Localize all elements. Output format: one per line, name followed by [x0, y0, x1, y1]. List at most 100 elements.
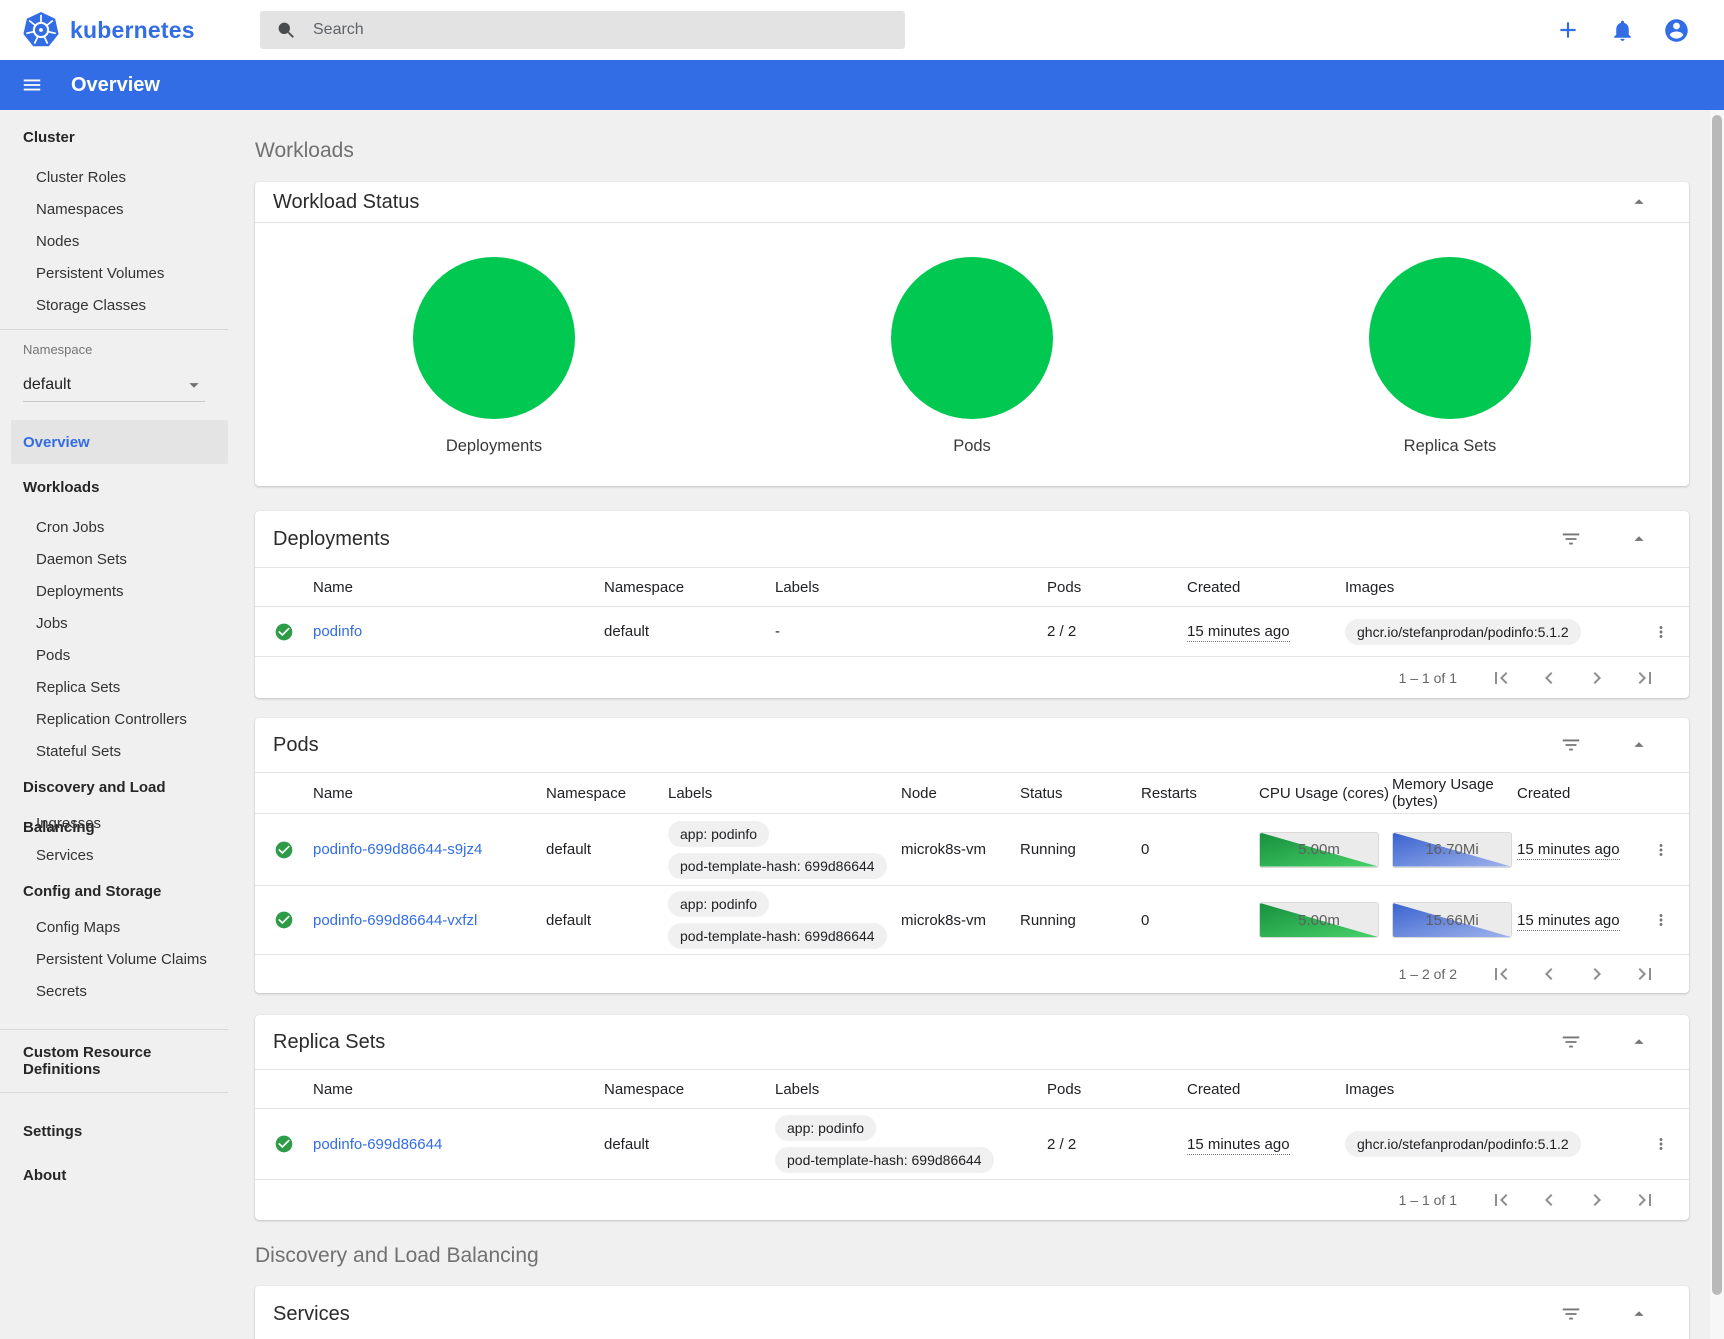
sidebar-item-custom-resource-definitions[interactable]: Custom Resource Definitions	[23, 1044, 152, 1078]
replica-sets-status-pie	[1369, 257, 1531, 419]
first-page-button[interactable]	[1477, 658, 1525, 698]
prev-page-button[interactable]	[1525, 1180, 1573, 1220]
last-page-button[interactable]	[1621, 1180, 1669, 1220]
deployments-card: Deployments Name Namespace Labels Pods C…	[255, 511, 1689, 698]
divider	[255, 606, 1689, 607]
sidebar-item-overview[interactable]: Overview	[11, 420, 228, 464]
sidebar-item-stateful-sets[interactable]: Stateful Sets	[36, 743, 122, 760]
replica-sets-table-header: Name Namespace Labels Pods Created Image…	[255, 1070, 1689, 1108]
sidebar-item-persistent-volume-claims[interactable]: Persistent Volume Claims	[36, 951, 207, 968]
last-page-button[interactable]	[1621, 954, 1669, 994]
sidebar-item-replication-controllers[interactable]: Replication Controllers	[36, 711, 187, 728]
brand-link[interactable]: kubernetes	[22, 11, 195, 49]
pod-restarts: 0	[1141, 841, 1150, 858]
status-ok-icon	[275, 623, 293, 640]
prev-page-button[interactable]	[1525, 658, 1573, 698]
search-input[interactable]	[313, 21, 853, 39]
sidebar-item-storage-classes[interactable]: Storage Classes	[36, 297, 147, 314]
sidebar-item-cron-jobs[interactable]: Cron Jobs	[36, 519, 105, 536]
sidebar-item-secrets[interactable]: Secrets	[36, 983, 87, 1000]
sidebar-item-pods[interactable]: Pods	[36, 647, 71, 664]
pod-label-chip: app: podinfo	[668, 891, 770, 917]
chevron-down-icon	[189, 382, 199, 388]
table-row: podinfo-699d86644-s9jz4 default app: pod…	[255, 814, 1689, 885]
sidebar-item-jobs[interactable]: Jobs	[36, 615, 68, 632]
pods-pie-label: Pods	[953, 437, 991, 455]
column-header-labels: Labels	[668, 784, 713, 802]
sidebar-item-settings[interactable]: Settings	[23, 1123, 83, 1140]
first-page-button[interactable]	[1477, 1180, 1525, 1220]
pod-name-link[interactable]: podinfo-699d86644-vxfzl	[313, 911, 478, 929]
sidebar-item-daemon-sets[interactable]: Daemon Sets	[36, 551, 127, 568]
row-actions-button[interactable]	[1646, 1129, 1676, 1159]
workload-status-title: Workload Status	[273, 190, 420, 213]
deployments-card-title: Deployments	[273, 527, 390, 550]
column-header-created: Created	[1187, 1080, 1241, 1098]
scrollbar-thumb[interactable]	[1712, 115, 1722, 1295]
filter-button[interactable]	[1557, 525, 1585, 553]
row-actions-button[interactable]	[1646, 905, 1676, 935]
filter-button[interactable]	[1557, 1028, 1585, 1056]
memory-usage-sparkline: 16.70Mi	[1392, 831, 1512, 868]
deployment-name-link[interactable]: podinfo	[313, 623, 363, 640]
next-page-button[interactable]	[1573, 658, 1621, 698]
pod-name-link[interactable]: podinfo-699d86644-s9jz4	[313, 841, 483, 858]
column-header-pods: Pods	[1047, 578, 1082, 596]
pagination-range: 1 – 1 of 1	[1398, 669, 1457, 686]
memory-usage-value: 15.66Mi	[1425, 911, 1479, 929]
column-header-images: Images	[1345, 1080, 1395, 1098]
create-resource-button[interactable]	[1554, 16, 1582, 44]
replica-set-label-chip: app: podinfo	[775, 1115, 877, 1141]
sidebar-item-services[interactable]: Services	[36, 847, 94, 864]
divider	[255, 656, 1689, 657]
collapse-button[interactable]	[1625, 188, 1653, 216]
sidebar-item-cluster-roles[interactable]: Cluster Roles	[36, 169, 127, 186]
column-header-name: Name	[313, 784, 354, 802]
sidebar-item-deployments[interactable]: Deployments	[36, 583, 124, 600]
filter-button[interactable]	[1557, 1300, 1585, 1328]
first-page-button[interactable]	[1477, 954, 1525, 994]
notifications-button[interactable]	[1608, 16, 1636, 44]
sidebar-divider	[0, 1092, 228, 1093]
sidebar-section-cluster: Cluster	[23, 129, 75, 146]
column-header-restarts: Restarts	[1141, 784, 1197, 802]
table-row: podinfo default - 2 / 2 15 minutes ago g…	[255, 607, 1689, 656]
sidebar-item-persistent-volumes[interactable]: Persistent Volumes	[36, 265, 165, 282]
prev-page-button[interactable]	[1525, 954, 1573, 994]
filter-button[interactable]	[1557, 731, 1585, 759]
sidebar-item-ingresses[interactable]: Ingresses	[36, 815, 102, 832]
search-bar[interactable]	[260, 11, 905, 49]
pod-restarts: 0	[1141, 911, 1150, 929]
replica-set-name-link[interactable]: podinfo-699d86644	[313, 1135, 443, 1153]
sidebar-item-replica-sets[interactable]: Replica Sets	[36, 679, 121, 696]
sidebar-item-about[interactable]: About	[23, 1167, 67, 1184]
deployments-table-header: Name Namespace Labels Pods Created Image…	[255, 568, 1689, 606]
sidebar-item-config-maps[interactable]: Config Maps	[36, 919, 121, 936]
column-header-status: Status	[1020, 784, 1063, 802]
account-button[interactable]	[1662, 16, 1690, 44]
row-actions-button[interactable]	[1646, 835, 1676, 865]
sidebar-item-namespaces[interactable]: Namespaces	[36, 201, 124, 218]
collapse-button[interactable]	[1625, 1300, 1653, 1328]
sidebar-item-nodes[interactable]: Nodes	[36, 233, 80, 250]
collapse-button[interactable]	[1625, 1028, 1653, 1056]
column-header-memory: Memory Usage (bytes)	[1392, 776, 1494, 810]
next-page-button[interactable]	[1573, 1180, 1621, 1220]
next-page-button[interactable]	[1573, 954, 1621, 994]
pagination-range: 1 – 2 of 2	[1398, 966, 1457, 982]
collapse-button[interactable]	[1625, 525, 1653, 553]
replica-set-namespace: default	[604, 1135, 650, 1153]
kebab-icon	[1659, 843, 1663, 856]
chevron-right-icon	[1593, 1194, 1601, 1206]
last-page-button[interactable]	[1621, 658, 1669, 698]
namespace-select[interactable]: default	[23, 368, 205, 402]
collapse-button[interactable]	[1625, 731, 1653, 759]
row-actions-button[interactable]	[1646, 617, 1676, 647]
workload-status-card: Workload Status Deployments Pods	[255, 182, 1689, 486]
pods-card-title: Pods	[273, 733, 319, 756]
cpu-usage-sparkline: 5.00m	[1259, 902, 1379, 938]
menu-button[interactable]	[21, 73, 45, 97]
arrow-up-icon	[1634, 199, 1644, 204]
divider	[255, 885, 1689, 886]
namespace-value: default	[23, 375, 72, 393]
